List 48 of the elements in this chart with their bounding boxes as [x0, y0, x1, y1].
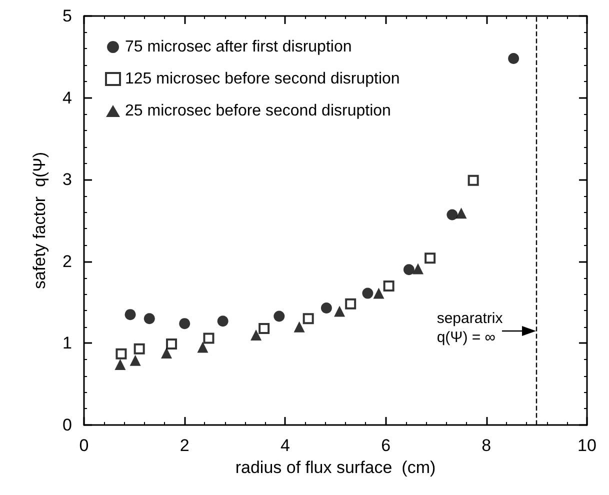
y-tick-label: 1	[62, 334, 72, 353]
point	[134, 343, 145, 354]
point	[203, 332, 214, 344]
point	[320, 302, 332, 314]
y-tick-label: 0	[62, 416, 72, 434]
point	[424, 252, 436, 264]
x-tick-label: 8	[482, 436, 492, 455]
point	[250, 330, 262, 341]
point	[362, 288, 374, 299]
point	[130, 354, 141, 366]
point	[274, 310, 285, 322]
y-tick-label: 2	[62, 252, 72, 271]
x-tick-label: 6	[381, 436, 391, 455]
x-tick-label: 0	[79, 436, 89, 455]
y-tick-label: 3	[62, 170, 72, 190]
legend-label: 75 microsec after first disruption	[125, 38, 352, 56]
y-tick-label: 5	[62, 6, 72, 26]
point	[302, 313, 314, 324]
point	[383, 280, 394, 292]
y-axis-title: safety factor q(Ψ)	[30, 152, 49, 290]
point	[217, 316, 228, 327]
point	[373, 288, 384, 299]
point	[258, 322, 270, 334]
legend-label: 125 microsec before second disruption	[125, 70, 400, 88]
point	[508, 53, 520, 64]
point	[446, 209, 458, 220]
point	[166, 338, 178, 350]
point	[179, 318, 190, 330]
point	[412, 263, 424, 274]
ref-line-label: separatrix q(Ψ) = ∞	[436, 309, 503, 348]
point	[114, 358, 126, 370]
x-tick-label: 2	[180, 436, 190, 455]
x-tick-label: 10	[578, 436, 596, 455]
point	[124, 309, 136, 320]
point	[294, 321, 305, 332]
point	[197, 342, 208, 353]
point	[456, 208, 467, 219]
point	[403, 264, 414, 276]
point	[334, 306, 346, 317]
x-tick-label: 4	[280, 436, 290, 455]
point	[345, 298, 356, 310]
y-tick-label: 4	[62, 88, 72, 108]
x-axis-title: radius of flux surface (cm)	[235, 458, 436, 477]
legend-label: 25 microsec before second disruption	[125, 102, 391, 120]
point	[144, 313, 155, 324]
point	[116, 348, 127, 360]
point	[160, 348, 172, 359]
point	[468, 174, 479, 186]
